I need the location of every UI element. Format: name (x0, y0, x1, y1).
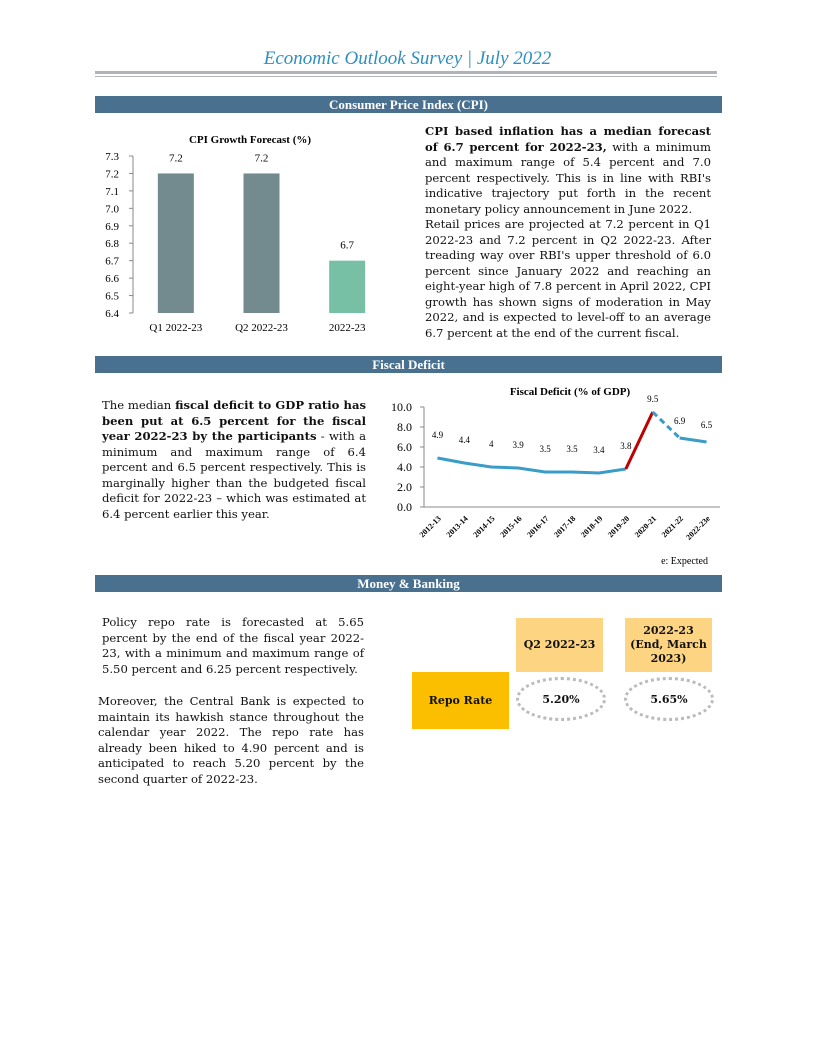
money-text-p1: Policy repo rate is forecasted at 5.65 p… (102, 615, 364, 676)
header-rule (95, 71, 717, 74)
section-fiscal: Fiscal Deficit (95, 356, 722, 373)
data-label: 3.8 (620, 441, 632, 451)
data-label: 4.4 (459, 435, 471, 445)
y-tick-label: 8.0 (397, 420, 412, 434)
x-tick-label: 2016-17 (525, 514, 550, 539)
y-tick-label: 7.0 (105, 203, 119, 215)
repo-col-q2: Q2 2022-23 (516, 618, 603, 672)
x-tick-label: 2019-20 (606, 514, 631, 539)
y-tick-label: 6.4 (105, 308, 119, 320)
repo-value-q2: 5.20% (516, 677, 606, 721)
data-label: 7.2 (169, 152, 183, 164)
repo-row-label: Repo Rate (412, 672, 509, 729)
fiscal-chart: Fiscal Deficit (% of GDP) 0.0 2.0 4.0 6.0 8.0… (391, 386, 720, 567)
data-label: 6.9 (674, 416, 686, 426)
data-label: 4.9 (432, 430, 444, 440)
repo-col-fy: 2022-23 (End, March 2023) (625, 618, 712, 672)
data-label: 3.4 (593, 445, 605, 455)
data-label: 4 (489, 439, 494, 449)
money-text-p2: Moreover, the Central Bank is expected t… (98, 694, 364, 786)
bar (329, 260, 366, 313)
cpi-text: CPI based inflation has a median forecas… (425, 124, 711, 341)
x-tick-label: Q2 2022-23 (235, 322, 288, 334)
data-label: 3.5 (539, 444, 551, 454)
y-tick-label: 6.6 (105, 273, 119, 285)
fiscal-text-c: - with a minimum and maximum range of 6.… (102, 429, 366, 521)
x-tick-label: 2018-19 (579, 514, 604, 539)
fiscal-text: The median fiscal deficit to GDP ratio h… (102, 398, 366, 522)
header-title: Economic Outlook Survey | July 2022 (263, 48, 552, 69)
y-tick-label: 6.5 (105, 291, 119, 303)
y-tick-label: 6.7 (105, 256, 119, 268)
cpi-text-p2: Retail prices are projected at 7.2 perce… (425, 217, 711, 340)
series-line-expected (679, 436, 707, 444)
series-line (437, 456, 627, 475)
y-tick-label: 6.0 (397, 440, 412, 454)
y-tick-label: 6.9 (105, 221, 119, 233)
x-tick-label: 2013-14 (445, 514, 470, 539)
data-label: 3.9 (513, 440, 525, 450)
cpi-chart: CPI Growth Forecast (%) 6.4 6.5 6.6 6.7 6.8 6.… (105, 134, 366, 334)
series-line-dashed (651, 410, 681, 440)
y-tick-label: 7.2 (105, 168, 119, 180)
data-label: 6.7 (340, 240, 354, 252)
fiscal-text-bold: fiscal deficit to GDP ratio has been put… (102, 398, 367, 443)
x-tick-label: 2017-18 (552, 514, 577, 539)
x-tick-label: 2021-22 (660, 514, 685, 539)
series-line-covid (624, 411, 655, 470)
x-tick-label: 2020-21 (633, 514, 658, 539)
x-tick-label: 2014-15 (471, 514, 496, 539)
y-tick-label: 2.0 (397, 480, 412, 494)
y-tick-label: 0.0 (397, 500, 412, 514)
chart-title: CPI Growth Forecast (%) (189, 134, 311, 146)
header-rule-thin (95, 76, 717, 77)
x-tick-label: Q1 2022-23 (149, 322, 202, 334)
x-tick-label: 2022-23e (684, 514, 712, 542)
y-tick-label: 6.8 (105, 238, 119, 250)
chart-title: Fiscal Deficit (% of GDP) (510, 386, 631, 398)
chart-note: e: Expected (661, 556, 708, 567)
y-tick-label: 7.1 (105, 186, 119, 198)
fiscal-text-a: The median (102, 398, 176, 412)
cpi-text-p1: with a minimum and maximum range of 5.4 … (425, 139, 711, 216)
x-tick-label: 2015-16 (498, 514, 523, 539)
y-tick-label: 10.0 (391, 400, 412, 414)
y-tick-label: 4.0 (397, 460, 412, 474)
y-tick-label: 7.3 (105, 151, 119, 163)
data-label: 7.2 (255, 152, 269, 164)
data-label: 6.5 (701, 420, 713, 430)
data-label: 3.5 (566, 444, 578, 454)
cpi-text-bold: CPI based inflation has a median forecas… (425, 124, 711, 154)
section-money: Money & Banking (95, 575, 722, 592)
x-tick-label: 2022-23 (329, 322, 366, 334)
data-label: 9.5 (647, 394, 659, 404)
section-cpi: Consumer Price Index (CPI) (95, 96, 722, 113)
bar (157, 173, 194, 313)
bar (243, 173, 280, 313)
repo-value-fy: 5.65% (624, 677, 714, 721)
x-tick-label: 2012-13 (418, 514, 443, 539)
